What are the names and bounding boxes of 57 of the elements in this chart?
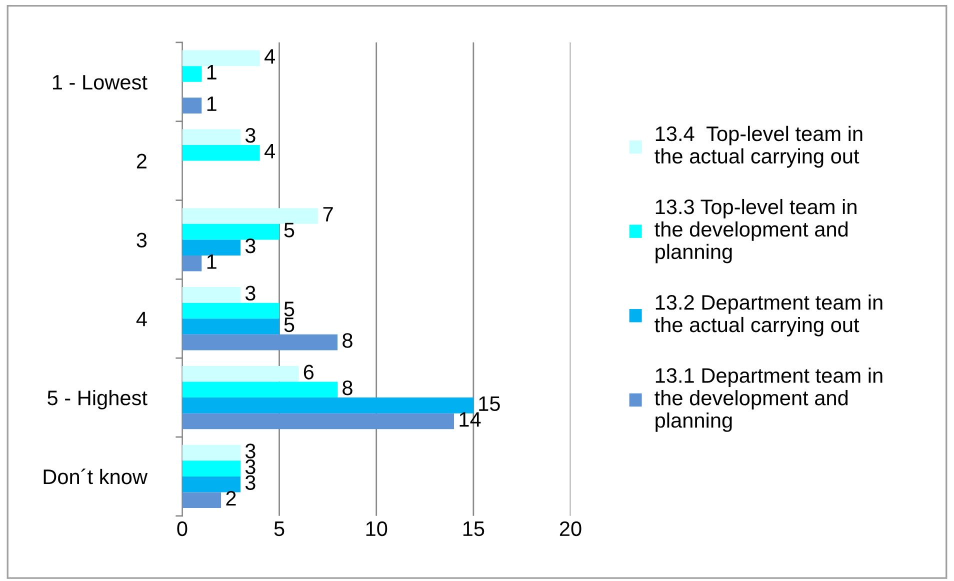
data-label: 2 bbox=[226, 490, 236, 506]
bar bbox=[182, 302, 280, 319]
bar bbox=[182, 129, 240, 146]
bar bbox=[182, 366, 299, 382]
bar bbox=[182, 66, 202, 82]
data-label: 14 bbox=[460, 412, 481, 427]
y-tick-label: 2 bbox=[136, 154, 146, 168]
legend-label: 13.1 Department team in the development and planning bbox=[654, 368, 882, 432]
legend-label: 13.4 Top-level team in the actual carrying out bbox=[654, 126, 862, 168]
bar bbox=[182, 208, 318, 224]
y-tick-label: 1 - Lowest bbox=[52, 75, 148, 90]
bar bbox=[182, 224, 280, 240]
bar bbox=[182, 444, 240, 461]
data-label: 8 bbox=[342, 380, 352, 396]
data-label: 1 bbox=[207, 65, 216, 80]
bar bbox=[182, 382, 338, 398]
data-label: 3 bbox=[245, 444, 256, 458]
data-label: 5 bbox=[284, 318, 294, 332]
data-label: 6 bbox=[304, 364, 314, 380]
data-label: 15 bbox=[479, 396, 500, 412]
bar bbox=[182, 287, 240, 303]
data-label: 4 bbox=[264, 49, 276, 64]
x-tick-label: 20 bbox=[560, 521, 582, 536]
bar bbox=[182, 255, 202, 272]
data-label: 7 bbox=[323, 207, 333, 222]
bar bbox=[182, 334, 338, 350]
bar bbox=[182, 398, 474, 414]
data-label: 1 bbox=[207, 254, 216, 269]
y-tick-label: 3 bbox=[136, 232, 147, 248]
legend-label: 13.3 Top-level team in the development and planning bbox=[654, 198, 856, 264]
bar bbox=[182, 318, 280, 334]
data-label: 3 bbox=[245, 475, 256, 490]
bar bbox=[182, 50, 260, 66]
bar bbox=[182, 98, 202, 114]
data-label: 3 bbox=[245, 286, 256, 301]
data-label: 3 bbox=[245, 238, 256, 254]
bar bbox=[182, 240, 240, 256]
x-tick-label: 10 bbox=[366, 521, 388, 536]
data-label: 3 bbox=[245, 128, 256, 143]
y-tick-label: 5 - Highest bbox=[48, 390, 148, 410]
data-label: 8 bbox=[342, 333, 352, 348]
data-label: 4 bbox=[264, 144, 276, 158]
data-label: 3 bbox=[245, 459, 256, 474]
x-tick-label: 5 bbox=[274, 522, 284, 536]
data-label: 5 bbox=[284, 222, 294, 238]
x-tick-label: 15 bbox=[463, 522, 484, 536]
bar bbox=[182, 476, 240, 492]
bar bbox=[182, 413, 454, 430]
bar bbox=[182, 492, 222, 508]
bar bbox=[182, 460, 240, 476]
y-tick-label: Don´t know bbox=[44, 468, 148, 484]
x-tick-label: 0 bbox=[177, 521, 188, 536]
legend-label: 13.2 Department team in the actual carrying out bbox=[654, 294, 882, 336]
y-tick-label: 4 bbox=[136, 312, 147, 326]
bar bbox=[182, 145, 260, 161]
data-label: 1 bbox=[207, 96, 216, 111]
data-label: 5 bbox=[284, 302, 294, 316]
